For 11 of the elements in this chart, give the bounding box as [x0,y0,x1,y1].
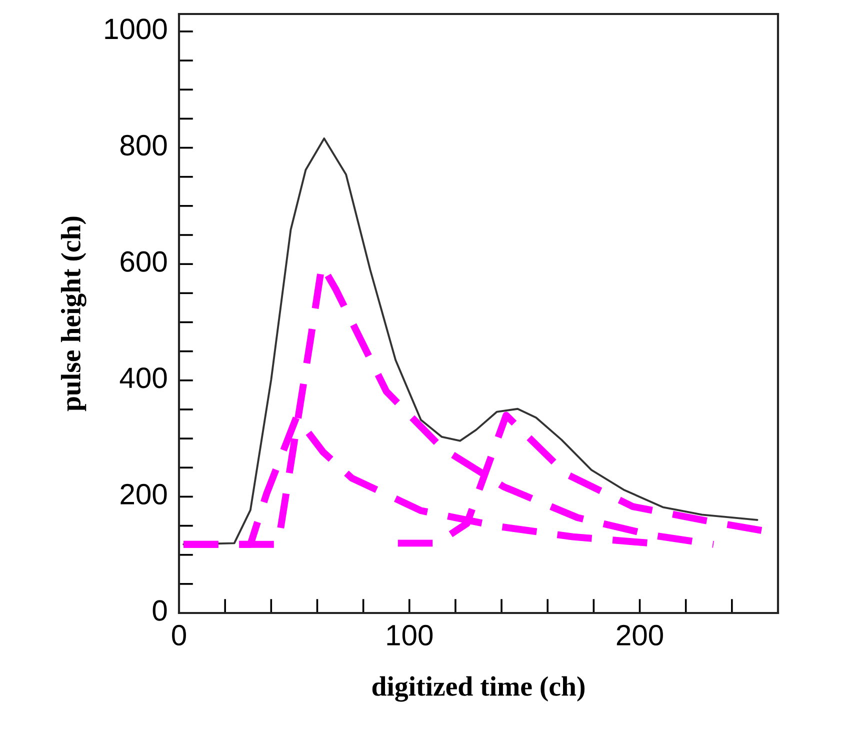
y-tick-label: 400 [120,368,167,388]
y-tick-label: 200 [120,484,167,505]
x-axis-title: digitized time (ch) [372,676,585,702]
y-tick-label: 1000 [105,18,167,40]
y-tick-label: 0 [152,600,167,621]
y-axis-title: pulse height (ch) [60,216,86,412]
x-tick-label: 100 [387,624,433,646]
y-tick-label: 600 [120,251,167,272]
x-tick-label: 0 [172,624,186,646]
y-tick-label: 800 [120,134,167,156]
x-tick-label: 200 [616,624,663,646]
